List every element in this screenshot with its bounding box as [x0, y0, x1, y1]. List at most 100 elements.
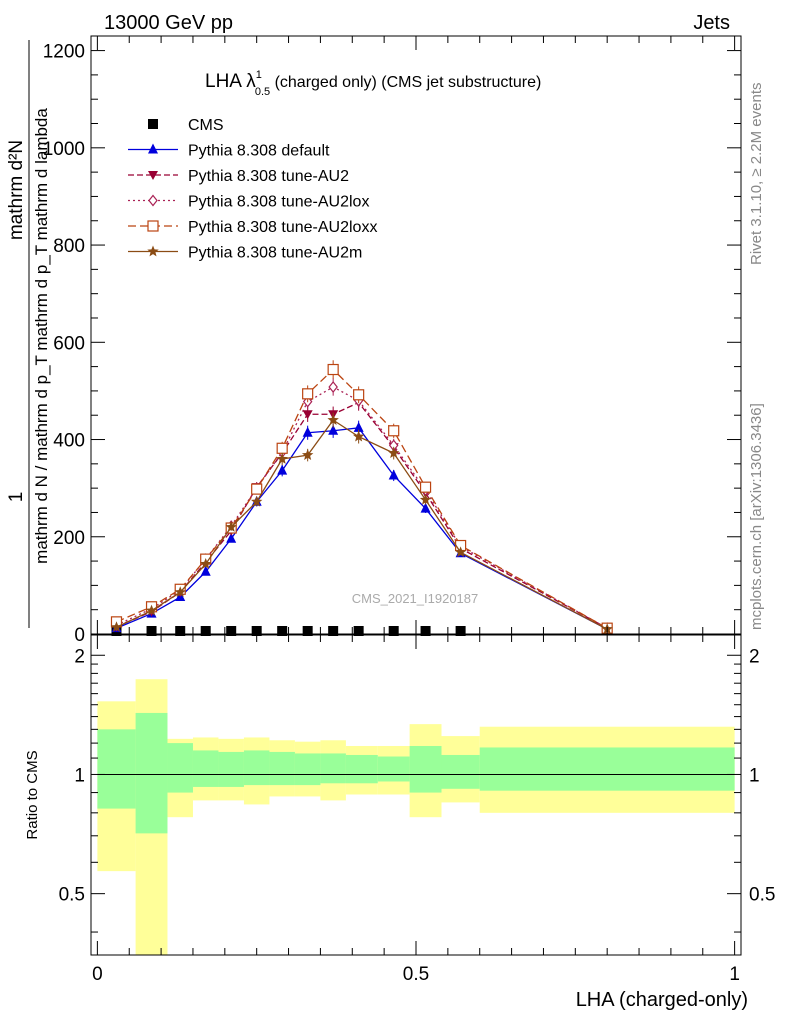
data-marker	[147, 245, 159, 257]
ylabel-denominator: mathrm d N / mathrm d p_T mathrm d p_T m…	[32, 108, 51, 564]
data-marker	[250, 495, 263, 507]
ratio-band-inner	[409, 745, 442, 793]
data-marker	[110, 621, 123, 633]
ratio-bands	[97, 679, 735, 955]
title-subscript: 0.5	[255, 86, 270, 98]
y-tick-label: 0	[74, 625, 85, 646]
data-marker	[148, 119, 158, 129]
data-marker	[328, 626, 339, 636]
data-marker	[353, 389, 365, 401]
ratio-band-inner	[441, 754, 480, 789]
ratio-y-tick-label-left: 0.5	[59, 885, 85, 906]
ratio-band-inner	[320, 753, 346, 784]
data-marker	[175, 626, 186, 636]
watermark: CMS_2021_I1920187	[352, 591, 479, 606]
data-marker	[455, 626, 466, 636]
data-marker	[145, 604, 158, 616]
y-tick-label: 400	[53, 431, 85, 452]
data-marker	[200, 557, 212, 569]
series-au2m	[110, 412, 613, 634]
data-marker	[327, 414, 339, 425]
data-marker	[225, 521, 237, 532]
data-marker	[388, 626, 399, 636]
ratio-band-inner	[294, 753, 321, 786]
data-marker	[251, 483, 263, 495]
ratio-band-inner	[243, 750, 270, 786]
ratio-band-inner	[345, 754, 378, 784]
ylabel-numerator-one: 1	[6, 492, 27, 503]
data-marker	[302, 426, 313, 437]
ylabel-numerator: mathrm d²N	[6, 140, 27, 240]
data-marker	[276, 452, 288, 464]
data-marker	[302, 388, 314, 400]
ratio-x-tick-label: 1	[729, 964, 740, 985]
data-marker	[419, 481, 432, 493]
data-marker	[148, 171, 158, 180]
header-energy-label: 13000 GeV pp	[104, 12, 233, 34]
title-main: LHA λ	[205, 71, 256, 92]
ratio-band-inner	[218, 751, 244, 787]
data-marker	[353, 626, 364, 636]
ratio-y-tick-label-right: 0.5	[749, 885, 775, 906]
y-tick-label: 1200	[43, 42, 85, 63]
ratio-x-axis-label: LHA (charged-only)	[576, 989, 748, 1011]
legend: CMS Pythia 8.308 default Pythia 8.308 tune…	[128, 117, 377, 262]
ratio-band-inner	[135, 712, 168, 834]
series-line	[116, 419, 608, 630]
data-marker	[420, 502, 431, 513]
ratio-band-inner	[377, 756, 410, 782]
y-tick-label: 800	[53, 236, 85, 257]
data-marker	[302, 626, 313, 636]
ratio-band-inner	[97, 729, 136, 809]
ratio-x-tick-label: 0	[92, 964, 103, 985]
data-marker	[419, 493, 432, 505]
data-marker	[302, 410, 313, 420]
legend-item-au2loxx: Pythia 8.308 tune-AU2loxx	[128, 219, 377, 236]
ratio-y-axis-label: Ratio to CMS	[24, 750, 41, 839]
main-y-axis-label: 1 mathrm d²N mathrm d N / mathrm d p_T m…	[6, 40, 51, 628]
ratio-band-inner	[192, 750, 219, 787]
ratio-y-tick-label-left: 2	[74, 646, 85, 667]
data-marker	[388, 469, 399, 480]
data-marker	[276, 442, 288, 454]
data-marker	[174, 586, 186, 598]
legend-item-default: Pythia 8.308 default	[128, 143, 330, 160]
legend-item-cms: CMS	[148, 117, 224, 134]
legend-label: Pythia 8.308 tune-AU2	[188, 168, 349, 185]
ratio-plot: 0.5 0.5 1 1 2 2 0 0.5 1 Ratio to CMS LHA (charge…	[24, 634, 775, 1011]
data-marker	[146, 626, 157, 636]
ratio-y-tick-label-right: 1	[749, 765, 760, 786]
data-marker	[277, 626, 288, 636]
data-marker	[200, 565, 211, 576]
ratio-band-inner	[167, 743, 193, 793]
data-marker	[147, 220, 159, 232]
ratio-band-inner	[269, 751, 295, 786]
legend-label: Pythia 8.308 tune-AU2loxx	[188, 219, 377, 236]
data-marker	[353, 421, 364, 432]
ratio-band-inner	[479, 747, 735, 791]
data-marker	[388, 425, 400, 437]
legend-item-au2: Pythia 8.308 tune-AU2	[128, 168, 349, 185]
legend-item-au2m: Pythia 8.308 tune-AU2m	[128, 245, 362, 262]
data-marker	[148, 143, 158, 154]
data-marker	[328, 424, 339, 435]
data-marker	[301, 449, 314, 460]
main-axis-ticks: 0 200 400 600 800 1000 1200	[43, 36, 741, 646]
main-plot-title: LHA λ1 0.5 (charged only) (CMS jet substr…	[205, 69, 541, 98]
ratio-axis-ticks: 0.5 0.5 1 1 2 2 0 0.5 1	[59, 635, 775, 985]
series-line	[116, 368, 608, 629]
data-marker	[200, 626, 211, 636]
data-marker	[226, 626, 237, 636]
legend-label: Pythia 8.308 default	[188, 143, 330, 160]
data-marker	[277, 464, 288, 475]
title-rest: (charged only) (CMS jet substructure)	[270, 74, 541, 91]
main-series-layer	[110, 360, 613, 636]
legend-label: Pythia 8.308 tune-AU2m	[188, 245, 362, 262]
data-marker	[352, 430, 365, 442]
ratio-x-tick-label: 0.5	[403, 964, 429, 985]
mcplots-label: mcplots.cern.ch [arXiv:1306.3436]	[748, 403, 765, 630]
data-marker	[226, 532, 237, 543]
y-tick-label: 1000	[43, 139, 85, 160]
data-marker	[327, 363, 339, 376]
